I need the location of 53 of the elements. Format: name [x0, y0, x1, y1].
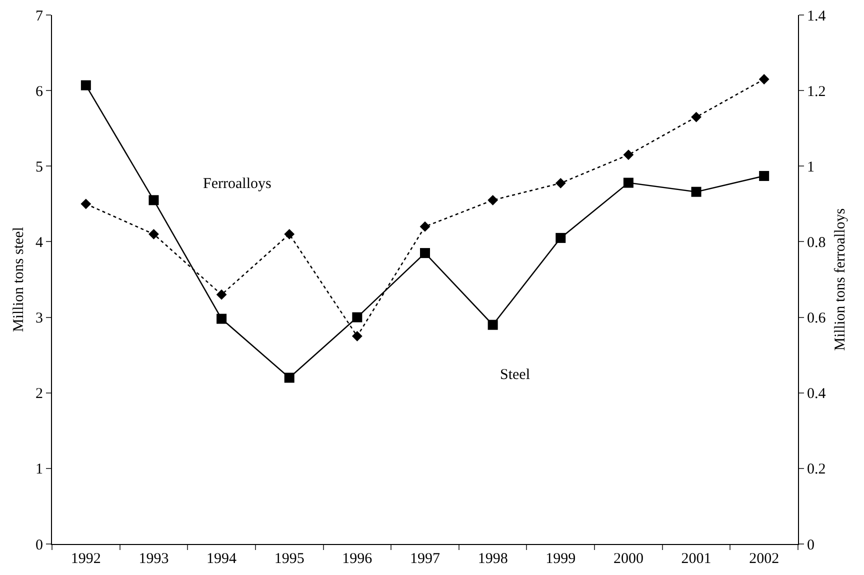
- y2-axis-title: Million tons ferroalloys: [832, 208, 848, 351]
- x-tick-label: 1994: [206, 551, 238, 567]
- point: [420, 221, 430, 232]
- x-tick-label: 1997: [410, 551, 440, 567]
- y-tick-label: 2: [36, 386, 43, 402]
- point: [352, 312, 362, 322]
- point: [556, 232, 566, 243]
- point: [148, 195, 159, 206]
- y2-tick-label: 0.6: [807, 310, 826, 327]
- point: [352, 330, 362, 342]
- point: [284, 228, 295, 240]
- y2-tick-label: 0.8: [807, 234, 826, 251]
- x-tick-label: 1993: [138, 551, 169, 567]
- y2-tick-label: 1.2: [807, 84, 826, 100]
- point: [216, 289, 227, 300]
- point: [488, 194, 498, 206]
- y-tick-label: 4: [36, 234, 44, 251]
- y2-tick-label: 0.2: [807, 462, 826, 478]
- point: [691, 112, 702, 122]
- y2-tick-label: 1: [807, 159, 814, 176]
- y-tick-label: 7: [36, 8, 44, 24]
- y-axis-title: Million tons steel: [10, 227, 27, 332]
- point: [216, 314, 227, 324]
- text: Steel: [500, 367, 530, 383]
- point: [420, 248, 430, 258]
- y-tick-label: 0: [36, 537, 43, 554]
- point: [759, 170, 770, 181]
- point: [284, 372, 294, 383]
- y-tick-label: 6: [36, 84, 44, 100]
- point: [623, 178, 634, 188]
- x-tick-label: 2002: [749, 551, 780, 567]
- y2-tick-label: 0.4: [807, 386, 826, 402]
- point: [691, 186, 702, 197]
- point: [758, 74, 770, 84]
- text: Ferroalloys: [203, 176, 272, 192]
- y-tick-label: 1: [36, 462, 43, 478]
- point: [80, 198, 92, 210]
- y-tick-label: 3: [36, 310, 43, 327]
- point: [488, 320, 498, 330]
- x-tick-label: 2000: [613, 551, 644, 567]
- y2-tick-label: 1.4: [807, 8, 826, 24]
- point: [148, 228, 159, 240]
- x-tick-label: 1998: [478, 551, 508, 567]
- y2-tick-label: 0: [807, 537, 814, 554]
- x-tick-label: 2001: [681, 551, 712, 567]
- point: [80, 80, 91, 90]
- x-tick-label: 1995: [274, 551, 304, 567]
- y-tick-label: 5: [36, 159, 43, 176]
- x-tick-label: 1992: [70, 551, 101, 567]
- x-tick-label: 1996: [342, 551, 373, 567]
- point: [623, 150, 634, 160]
- x-tick-label: 1999: [546, 551, 576, 567]
- point: [555, 178, 566, 188]
